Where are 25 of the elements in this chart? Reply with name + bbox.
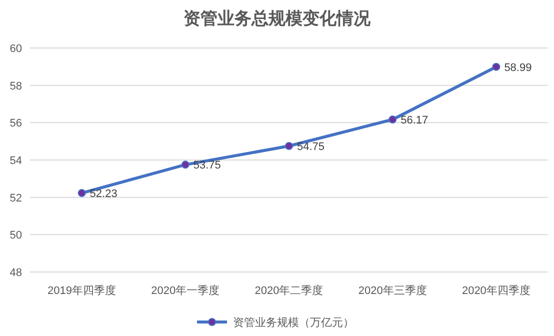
y-tick-label: 56 <box>10 118 22 130</box>
x-tick-label: 2020年四季度 <box>462 284 530 297</box>
point <box>492 62 500 71</box>
y-tick-label: 58 <box>10 80 22 92</box>
data-label: 52.23 <box>90 188 118 200</box>
title: 资管业务总规模变化情况 <box>184 9 370 28</box>
y-tick-label: 52 <box>10 192 22 204</box>
point <box>78 189 86 198</box>
data-label: 58.99 <box>504 62 532 74</box>
y-tick-label: 48 <box>10 267 22 279</box>
point <box>285 142 293 150</box>
point <box>388 115 397 124</box>
legend-label: 资管业务规模（万亿元） <box>233 316 354 329</box>
y-tick-label: 54 <box>10 155 22 167</box>
data-label: 56.17 <box>400 114 428 126</box>
data-label: 54.75 <box>297 141 325 153</box>
y-tick-label: 60 <box>10 43 22 55</box>
y-tick-label: 50 <box>10 230 22 242</box>
x-tick-label: 2020年三季度 <box>358 284 427 297</box>
legend: 资管业务规模（万亿元） <box>197 317 354 329</box>
x-tick-label: 2020年一季度 <box>151 284 220 297</box>
data-label: 53.75 <box>193 160 221 172</box>
point <box>181 160 190 169</box>
x-tick-label: 2019年四季度 <box>48 284 116 297</box>
x-tick-label: 2020年二季度 <box>254 284 324 297</box>
